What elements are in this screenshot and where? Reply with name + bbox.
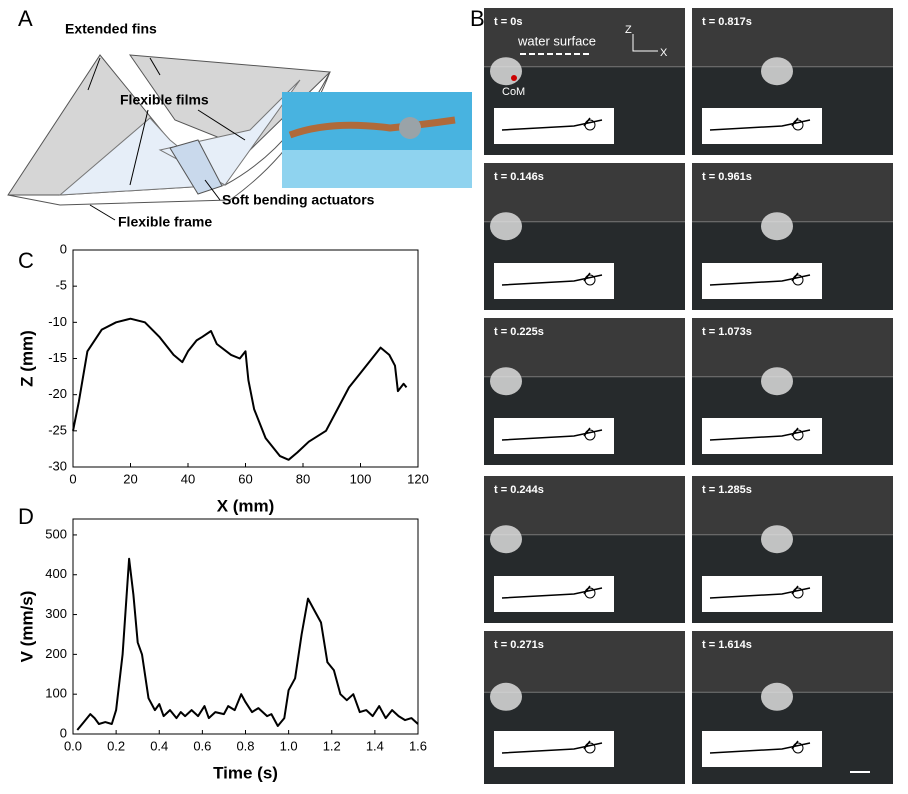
- y-tick-label: 0: [60, 725, 67, 740]
- swimmer-head: [792, 429, 804, 441]
- x-tick-label: 1.4: [366, 738, 384, 753]
- x-tick-label: 80: [296, 471, 310, 486]
- y-tick-label: 500: [45, 526, 67, 541]
- fin-diagram: [7, 54, 472, 221]
- x-tick-label: 120: [407, 471, 429, 486]
- swimmer-head: [584, 274, 596, 286]
- timestamp: t = 0.244s: [494, 484, 544, 496]
- overlay-label: CoM: [502, 86, 525, 98]
- sketch-box: [494, 418, 614, 454]
- timestamp: t = 0s: [494, 16, 522, 28]
- x-tick-label: 0.8: [236, 738, 254, 753]
- timestamp: t = 0.225s: [494, 326, 544, 338]
- y-tick-label: 100: [45, 686, 67, 701]
- robot: [490, 525, 522, 554]
- sketch-box: [702, 108, 822, 144]
- sketch-box: [494, 108, 614, 144]
- timestamp: t = 0.146s: [494, 171, 544, 183]
- diagram-label: Flexible frame: [118, 214, 212, 230]
- y-axis-label: V (mm/s): [17, 591, 36, 663]
- diagram-label: Flexible films: [120, 92, 209, 108]
- y-tick-label: 0: [60, 241, 67, 256]
- panel-label: B: [470, 6, 485, 31]
- overlay-label: Z: [625, 24, 632, 36]
- data-line: [76, 557, 419, 731]
- data-line: [72, 317, 408, 461]
- swimmer-head: [584, 429, 596, 441]
- robot: [761, 525, 793, 554]
- x-tick-label: 1.0: [280, 738, 298, 753]
- swimmer-head: [792, 119, 804, 131]
- video-frames: t = 0s t = 0.146s t = 0.225s t = 0.244s t = …: [484, 8, 893, 784]
- sketch-box: [494, 576, 614, 612]
- x-axis-label: X (mm): [217, 496, 275, 515]
- swimmer-head: [792, 274, 804, 286]
- sketch-box: [494, 263, 614, 299]
- sketch-box: [702, 731, 822, 767]
- robot: [761, 367, 793, 396]
- com-dot: [511, 75, 517, 81]
- swimmer-head: [792, 742, 804, 754]
- sketch-box: [702, 263, 822, 299]
- y-tick-label: -15: [48, 350, 67, 365]
- y-axis-label: Z (mm): [17, 330, 36, 387]
- swimmer-head: [584, 587, 596, 599]
- x-tick-label: 40: [181, 471, 195, 486]
- y-tick-label: 300: [45, 606, 67, 621]
- robot: [761, 682, 793, 711]
- y-tick-label: -10: [48, 314, 67, 329]
- swimmer-head: [584, 119, 596, 131]
- robot: [761, 57, 793, 86]
- robot: [490, 367, 522, 396]
- sketch-box: [702, 418, 822, 454]
- overlay-label: X: [660, 47, 668, 59]
- sketch-box: [494, 731, 614, 767]
- diagram-label: Extended fins: [65, 21, 157, 37]
- robot: [490, 212, 522, 241]
- x-tick-label: 20: [123, 471, 137, 486]
- timestamp: t = 0.817s: [702, 16, 752, 28]
- x-tick-label: 1.2: [323, 738, 341, 753]
- swimmer-head: [792, 587, 804, 599]
- y-tick-label: 200: [45, 646, 67, 661]
- overlay-label: water surface: [517, 33, 596, 48]
- robot: [490, 682, 522, 711]
- y-tick-label: -20: [48, 386, 67, 401]
- panel-label: A: [18, 6, 33, 31]
- timestamp: t = 1.073s: [702, 326, 752, 338]
- timestamp: t = 1.614s: [702, 639, 752, 651]
- x-axis-label: Time (s): [213, 763, 278, 782]
- panel-label: C: [18, 248, 34, 273]
- x-tick-label: 0.2: [107, 738, 125, 753]
- x-tick-label: 0.0: [64, 738, 82, 753]
- diagram-label: Soft bending actuators: [222, 192, 375, 208]
- y-tick-label: -5: [55, 278, 67, 293]
- timestamp: t = 1.285s: [702, 484, 752, 496]
- y-tick-label: -25: [48, 422, 67, 437]
- x-tick-label: 0: [69, 471, 76, 486]
- timestamp: t = 0.271s: [494, 639, 544, 651]
- x-tick-label: 100: [350, 471, 372, 486]
- x-tick-label: 0.4: [150, 738, 168, 753]
- panel-label: D: [18, 504, 34, 529]
- sketch-box: [702, 576, 822, 612]
- robot: [490, 57, 522, 86]
- y-tick-label: 400: [45, 566, 67, 581]
- x-tick-label: 1.6: [409, 738, 427, 753]
- swimmer-head: [584, 742, 596, 754]
- timestamp: t = 0.961s: [702, 171, 752, 183]
- y-tick-label: -30: [48, 458, 67, 473]
- axes-icon: [632, 34, 658, 52]
- x-tick-label: 0.6: [193, 738, 211, 753]
- charts: 0 20 40 60 80 100 120 0 -5 -10 -15 -20 -25 -30 X (mm) Z…: [17, 241, 428, 782]
- x-tick-label: 60: [238, 471, 252, 486]
- robot: [761, 212, 793, 241]
